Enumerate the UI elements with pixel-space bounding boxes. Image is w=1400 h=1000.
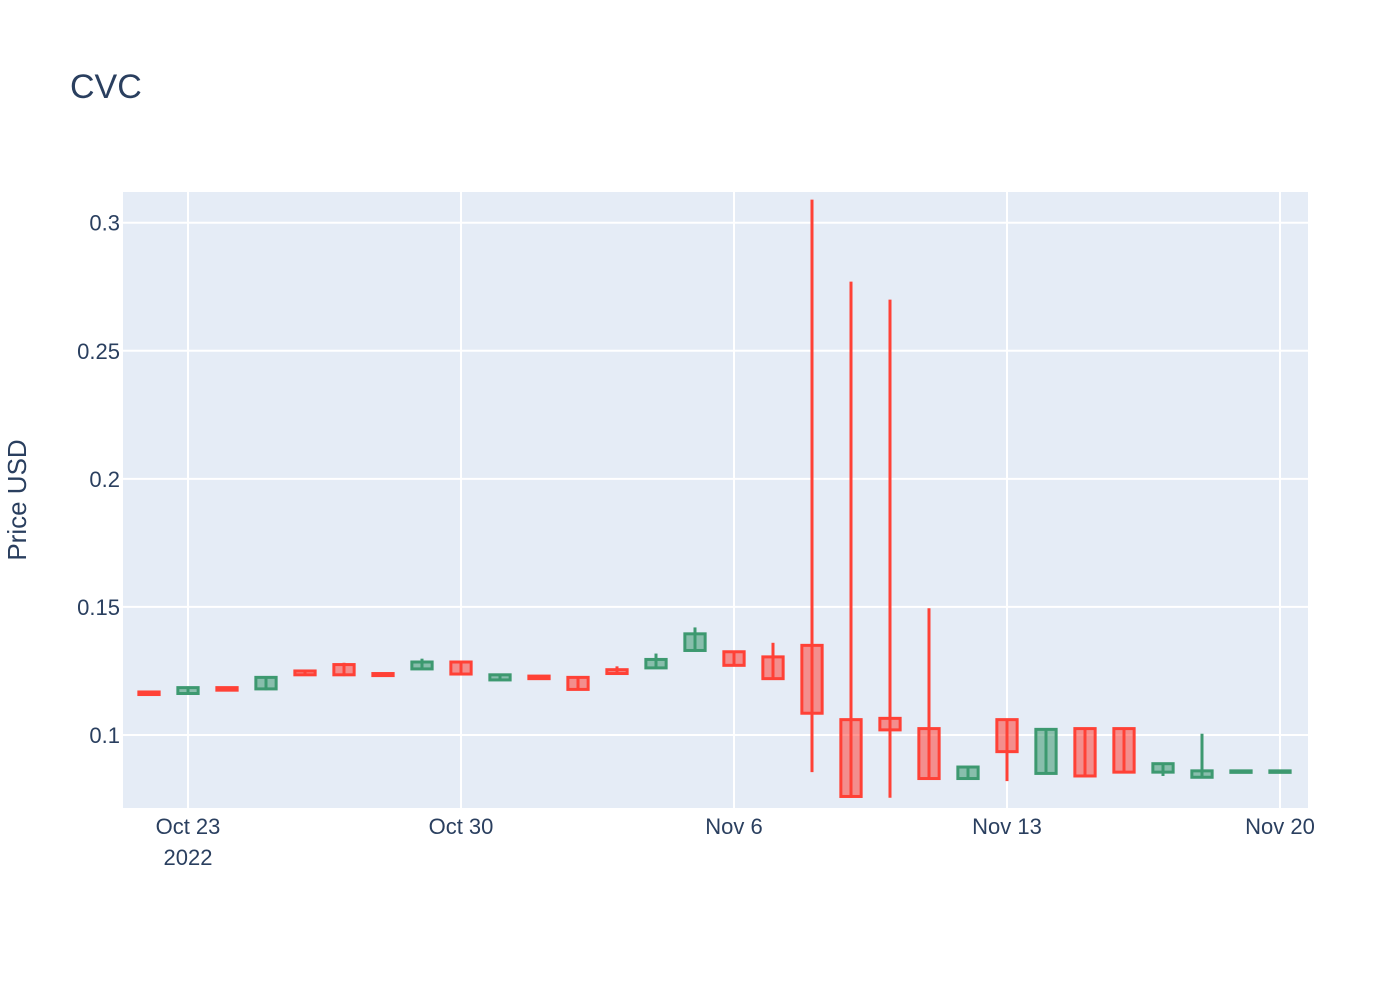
candle-body (956, 765, 980, 781)
candle[interactable] (527, 674, 551, 681)
candle-body (254, 675, 278, 691)
candle-body (1034, 727, 1058, 775)
candle[interactable] (956, 765, 980, 781)
candle-body (293, 669, 317, 677)
candle-body (488, 673, 512, 682)
candle-body (917, 727, 941, 781)
candle[interactable] (1229, 769, 1253, 774)
candle-body (605, 668, 629, 676)
chart-title: CVC (70, 68, 142, 106)
candle-body (1112, 727, 1136, 774)
candle-body (527, 674, 551, 681)
candle-body (644, 657, 668, 670)
candle[interactable] (488, 673, 512, 682)
x-tick-label: Nov 20 (1245, 814, 1315, 839)
candle-body (1151, 762, 1175, 774)
candle-body (761, 655, 785, 681)
candle[interactable] (1268, 769, 1292, 774)
candle-body (683, 632, 707, 652)
candle[interactable] (1112, 727, 1136, 774)
plot-area (123, 192, 1308, 808)
y-tick-label: 0.2 (89, 467, 120, 492)
candle[interactable] (995, 718, 1019, 782)
candle[interactable] (683, 627, 707, 652)
candle[interactable] (605, 666, 629, 676)
x-axis-ticks: Oct 23 2022 Oct 30 Nov 6 Nov 13 Nov 20 (156, 814, 1315, 870)
candle-body (1268, 769, 1292, 774)
candle-body (1190, 769, 1214, 779)
candles[interactable] (137, 199, 1292, 798)
candle[interactable] (761, 642, 785, 681)
candle[interactable] (1034, 727, 1058, 775)
candle[interactable] (644, 653, 668, 670)
candle-body (878, 716, 902, 732)
candle[interactable] (332, 662, 356, 677)
candle-body (1073, 727, 1097, 778)
x-tick-label: Nov 6 (705, 814, 762, 839)
y-tick-label: 0.3 (89, 211, 120, 236)
x-tick-label: Nov 13 (972, 814, 1042, 839)
candle[interactable] (215, 686, 239, 692)
candle[interactable] (917, 608, 941, 781)
candle[interactable] (1190, 733, 1214, 779)
y-tick-label: 0.15 (77, 595, 120, 620)
candle-body (995, 718, 1019, 754)
candle[interactable] (137, 690, 161, 697)
candle-body (176, 686, 200, 696)
candle[interactable] (293, 669, 317, 677)
x-tick-sublabel: 2022 (164, 845, 213, 870)
candle[interactable] (254, 675, 278, 691)
candle[interactable] (1151, 762, 1175, 776)
candle[interactable] (878, 299, 902, 798)
candle-body (371, 672, 395, 678)
candle[interactable] (176, 686, 200, 696)
candle-body (1229, 769, 1253, 774)
candle[interactable] (371, 672, 395, 678)
candle[interactable] (722, 650, 746, 667)
candle[interactable] (839, 281, 863, 798)
candle[interactable] (410, 658, 434, 671)
candle[interactable] (800, 199, 824, 773)
x-tick-label: Oct 30 (429, 814, 494, 839)
candle[interactable] (1073, 727, 1097, 778)
candle-body (449, 660, 473, 676)
x-tick-label: Oct 23 (156, 814, 221, 839)
candle-body (410, 660, 434, 671)
y-tick-label: 0.1 (89, 723, 120, 748)
y-axis-title: Price USD (2, 439, 32, 560)
y-axis-ticks: 0.1 0.15 0.2 0.25 0.3 (77, 211, 120, 748)
candle[interactable] (449, 660, 473, 676)
candle-body (215, 686, 239, 692)
y-tick-label: 0.25 (77, 339, 120, 364)
candle-body (722, 650, 746, 667)
gridlines (123, 192, 1308, 808)
candle-body (137, 690, 161, 697)
candle[interactable] (566, 675, 590, 691)
candle-body (839, 718, 863, 798)
candle-body (332, 663, 356, 677)
candle-body (566, 675, 590, 691)
candle-body (800, 643, 824, 715)
